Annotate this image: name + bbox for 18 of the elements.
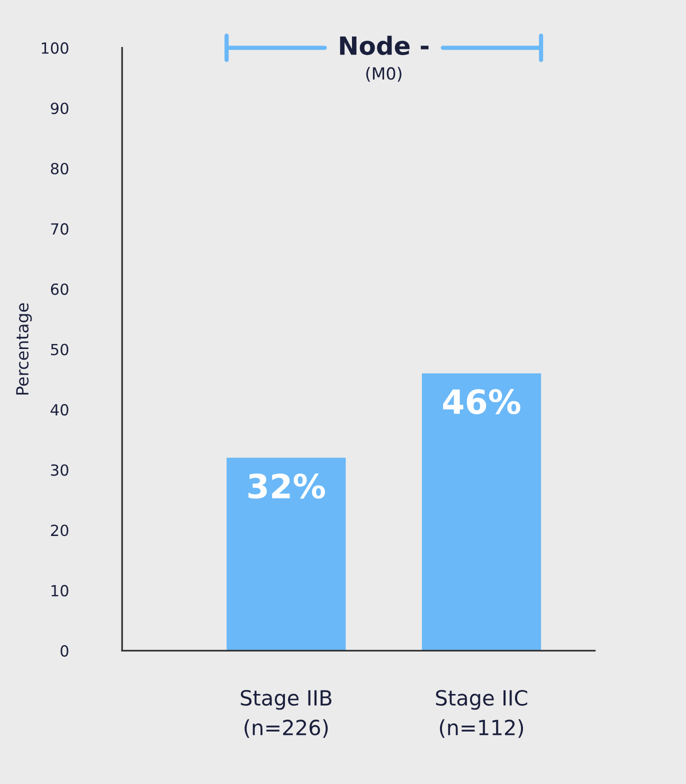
y-tick-label: 30 [51, 464, 68, 476]
chart-title: Node - [340, 36, 428, 56]
y-axis-title: Percentage [16, 303, 32, 395]
y-tick-label: 80 [50, 162, 68, 174]
x-tick-label: Stage IIB (n=226) [240, 690, 332, 738]
y-tick-label: 10 [52, 584, 68, 596]
x-tick-label: Stage IIC (n=112) [436, 690, 528, 738]
y-tick-label: 90 [50, 102, 68, 114]
y-tick-label: 60 [50, 283, 68, 296]
data-label: 32% [248, 473, 325, 499]
text: (M0) [366, 66, 402, 82]
y-tick-label: 20 [51, 524, 68, 536]
y-tick-label: 40 [50, 404, 68, 416]
y-tick-label: 50 [51, 344, 68, 356]
y-tick-label: 100 [42, 42, 68, 54]
data-label: 46% [443, 389, 520, 414]
y-tick-label: 70 [51, 223, 68, 235]
y-tick-label: 0 [60, 645, 68, 657]
